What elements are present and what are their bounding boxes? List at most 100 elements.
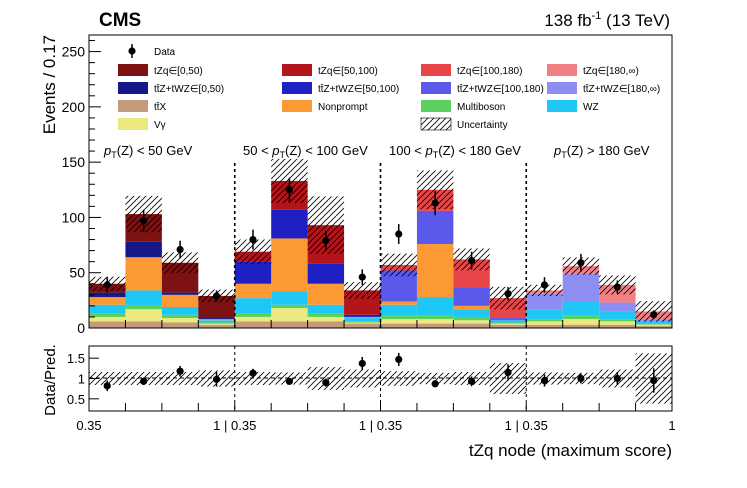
- region-label-3: pT(Z) > 180 GeV: [553, 143, 650, 160]
- bar-ttx-bin-0: [89, 321, 126, 328]
- legend-entry-unc: Uncertainty: [420, 117, 508, 131]
- ratio-uncertainty-bin-0: [89, 372, 126, 385]
- legend-entry-tzq1: tZq∈[50,100): [282, 64, 378, 77]
- legend-entry-vg: Vγ: [118, 118, 166, 131]
- x-tick-label-4: 1: [668, 418, 675, 433]
- bar-wz-bin-11: [489, 320, 527, 323]
- bar-multiboson-bin-5: [271, 304, 308, 309]
- bar-wz-bin-6: [307, 304, 345, 314]
- region-label-0: pT(Z) < 50 GeV: [103, 143, 193, 160]
- legend-entry-tzq2: tZq∈[100,180): [421, 64, 522, 77]
- bar-wz-bin-14: [599, 311, 636, 320]
- legend-swatch-ttz1: [282, 82, 312, 94]
- bar-ttx-bin-12: [526, 324, 563, 328]
- ratio-y-axis-title: Data/Pred.: [42, 344, 59, 416]
- bar-nonprompt-bin-7: [344, 316, 381, 319]
- data-point-bin-15: [650, 311, 658, 319]
- ratio-point-bin-2: [176, 367, 184, 375]
- bar-vg-bin-2: [161, 318, 199, 323]
- legend: Data tZq∈[0,50) tZq∈[50,100) tZq∈[100,180) t…: [118, 44, 660, 131]
- bar-vg-bin-1: [125, 309, 162, 322]
- bar-ttz3-bin-14: [599, 302, 636, 312]
- region-labels: pT(Z) < 50 GeV 50 < pT(Z) < 100 GeV 100 < …: [103, 143, 650, 160]
- bar-vg-bin-14: [599, 321, 636, 325]
- bar-nonprompt-bin-5: [271, 238, 308, 292]
- legend-swatch-ttz3: [547, 82, 577, 94]
- bar-ttx-bin-7: [344, 323, 381, 328]
- x-tick-label-3: 1 | 0.35: [505, 418, 548, 433]
- bar-nonprompt-bin-1: [125, 257, 162, 291]
- bar-ttz2-bin-9: [416, 210, 454, 244]
- bar-nonprompt-bin-4: [234, 283, 272, 299]
- legend-label-nonprompt: Nonprompt: [318, 102, 368, 113]
- ratio-points-layer: [103, 352, 658, 393]
- bar-nonprompt-bin-2: [161, 294, 199, 307]
- y-tick-label-200: 200: [62, 99, 86, 115]
- bar-multiboson-bin-1: [125, 305, 162, 310]
- ratio-point-bin-6: [322, 378, 330, 387]
- bar-ttz0-bin-2: [161, 292, 199, 295]
- bar-nonprompt-bin-0: [89, 297, 126, 305]
- bar-vg-bin-7: [344, 322, 381, 324]
- bar-multiboson-bin-12: [526, 319, 563, 322]
- bar-ttz1-bin-4: [234, 261, 272, 284]
- ratio-y-tick-label-1: 1: [78, 372, 85, 387]
- legend-label-data: Data: [154, 47, 176, 58]
- bar-ttx-bin-10: [453, 323, 490, 328]
- experiment-label: CMS: [99, 10, 141, 31]
- legend-label-ttz2: tt̄Z+tWZ∈[100,180): [457, 83, 544, 95]
- bar-vg-bin-15: [635, 324, 672, 326]
- ratio-point-bin-9: [431, 380, 439, 388]
- bar-ttx-bin-5: [271, 321, 308, 328]
- bar-ttx-bin-8: [380, 323, 417, 328]
- main-x-ticks: [88, 320, 673, 328]
- ratio-y-tick-label-0: 0.5: [67, 392, 85, 407]
- legend-label-vg: Vγ: [154, 120, 166, 131]
- data-point-bin-14: [613, 283, 621, 291]
- bar-nonprompt-bin-8: [380, 301, 417, 305]
- bar-nonprompt-bin-3: [198, 319, 235, 321]
- bar-wz-bin-0: [89, 304, 126, 314]
- legend-swatch-tzq3: [547, 64, 577, 76]
- legend-swatch-ttz0: [118, 82, 148, 94]
- bar-multiboson-bin-6: [307, 313, 345, 317]
- bar-ttz0-bin-0: [89, 292, 126, 298]
- ratio-point-bin-14: [613, 374, 621, 383]
- data-point-bin-11: [504, 290, 512, 298]
- bar-multiboson-bin-7: [344, 321, 381, 323]
- legend-label-ttz3: tt̄Z+tWZ∈[180,∞): [583, 83, 660, 95]
- ratio-point-bin-10: [467, 377, 476, 385]
- ratio-separators: [234, 346, 527, 411]
- legend-swatch-tzq2: [421, 64, 451, 76]
- data-point-bin-3: [212, 292, 221, 300]
- bar-wz-bin-12: [526, 309, 563, 320]
- ratio-x-axis: 0.35 1 | 0.35 1 | 0.35 1 | 0.35 1: [76, 403, 676, 433]
- ratio-point-bin-5: [285, 377, 294, 385]
- ratio-point-bin-15: [650, 376, 658, 385]
- x-tick-label-0: 0.35: [76, 418, 101, 433]
- bar-vg-bin-13: [562, 319, 600, 325]
- bar-wz-bin-5: [271, 291, 308, 305]
- legend-label-tzq1: tZq∈[50,100): [318, 66, 378, 77]
- data-point-bin-2: [176, 245, 184, 254]
- region-label-1: 50 < pT(Z) < 100 GeV: [243, 143, 368, 160]
- bar-vg-bin-8: [380, 319, 417, 324]
- bar-wz-bin-9: [416, 297, 454, 316]
- data-point-bin-9: [431, 199, 439, 207]
- legend-entry-wz: WZ: [547, 100, 599, 113]
- data-point-bin-5: [285, 186, 294, 194]
- legend-swatch-vg: [118, 118, 148, 130]
- bar-wz-bin-13: [562, 301, 600, 316]
- x-axis-title: tZq node (maximum score): [469, 441, 672, 460]
- legend-entry-ttz3: tt̄Z+tWZ∈[180,∞): [547, 82, 660, 95]
- region-label-2: 100 < pT(Z) < 180 GeV: [389, 143, 521, 160]
- ratio-point-bin-3: [212, 375, 221, 383]
- bar-wz-bin-15: [635, 321, 672, 324]
- ratio-point-bin-0: [103, 382, 111, 390]
- legend-label-unc: Uncertainty: [457, 120, 508, 131]
- legend-swatch-uncertainty: [420, 117, 452, 131]
- uncertainty-band-bin-2: [161, 252, 199, 274]
- bar-ttx-bin-6: [307, 321, 345, 328]
- legend-label-tzq3: tZq∈[180,∞): [583, 66, 639, 77]
